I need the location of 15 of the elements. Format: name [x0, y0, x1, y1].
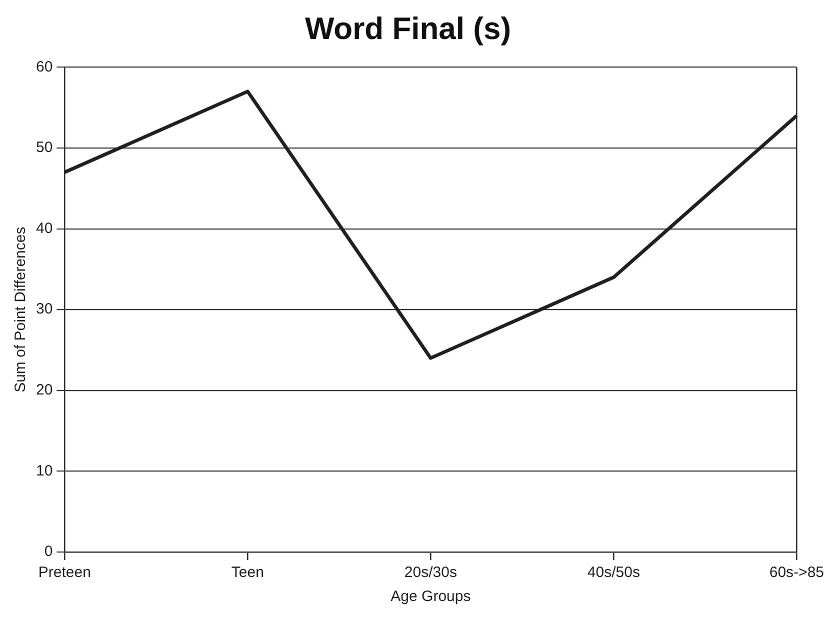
x-axis-title: Age Groups — [390, 588, 471, 606]
y-tick-label: 20 — [36, 382, 53, 399]
y-tick-label: 40 — [36, 220, 53, 237]
y-tick-label: 30 — [36, 300, 53, 318]
y-tick-label: 10 — [36, 462, 53, 480]
chart-title: Word Final (s) — [304, 11, 512, 46]
x-tick-label: Teen — [231, 564, 264, 582]
x-tick-label: 20s/30s — [404, 564, 457, 582]
x-tick-label: 60s->85 — [769, 564, 824, 582]
y-tick-label: 0 — [44, 543, 53, 560]
y-tick-label: 60 — [36, 58, 53, 76]
x-tick-label: 40s/50s — [587, 564, 640, 582]
y-tick-label: 50 — [36, 139, 53, 156]
x-tick-label: Preteen — [38, 564, 91, 582]
y-axis-title: Sum of Point Differences — [12, 226, 30, 392]
